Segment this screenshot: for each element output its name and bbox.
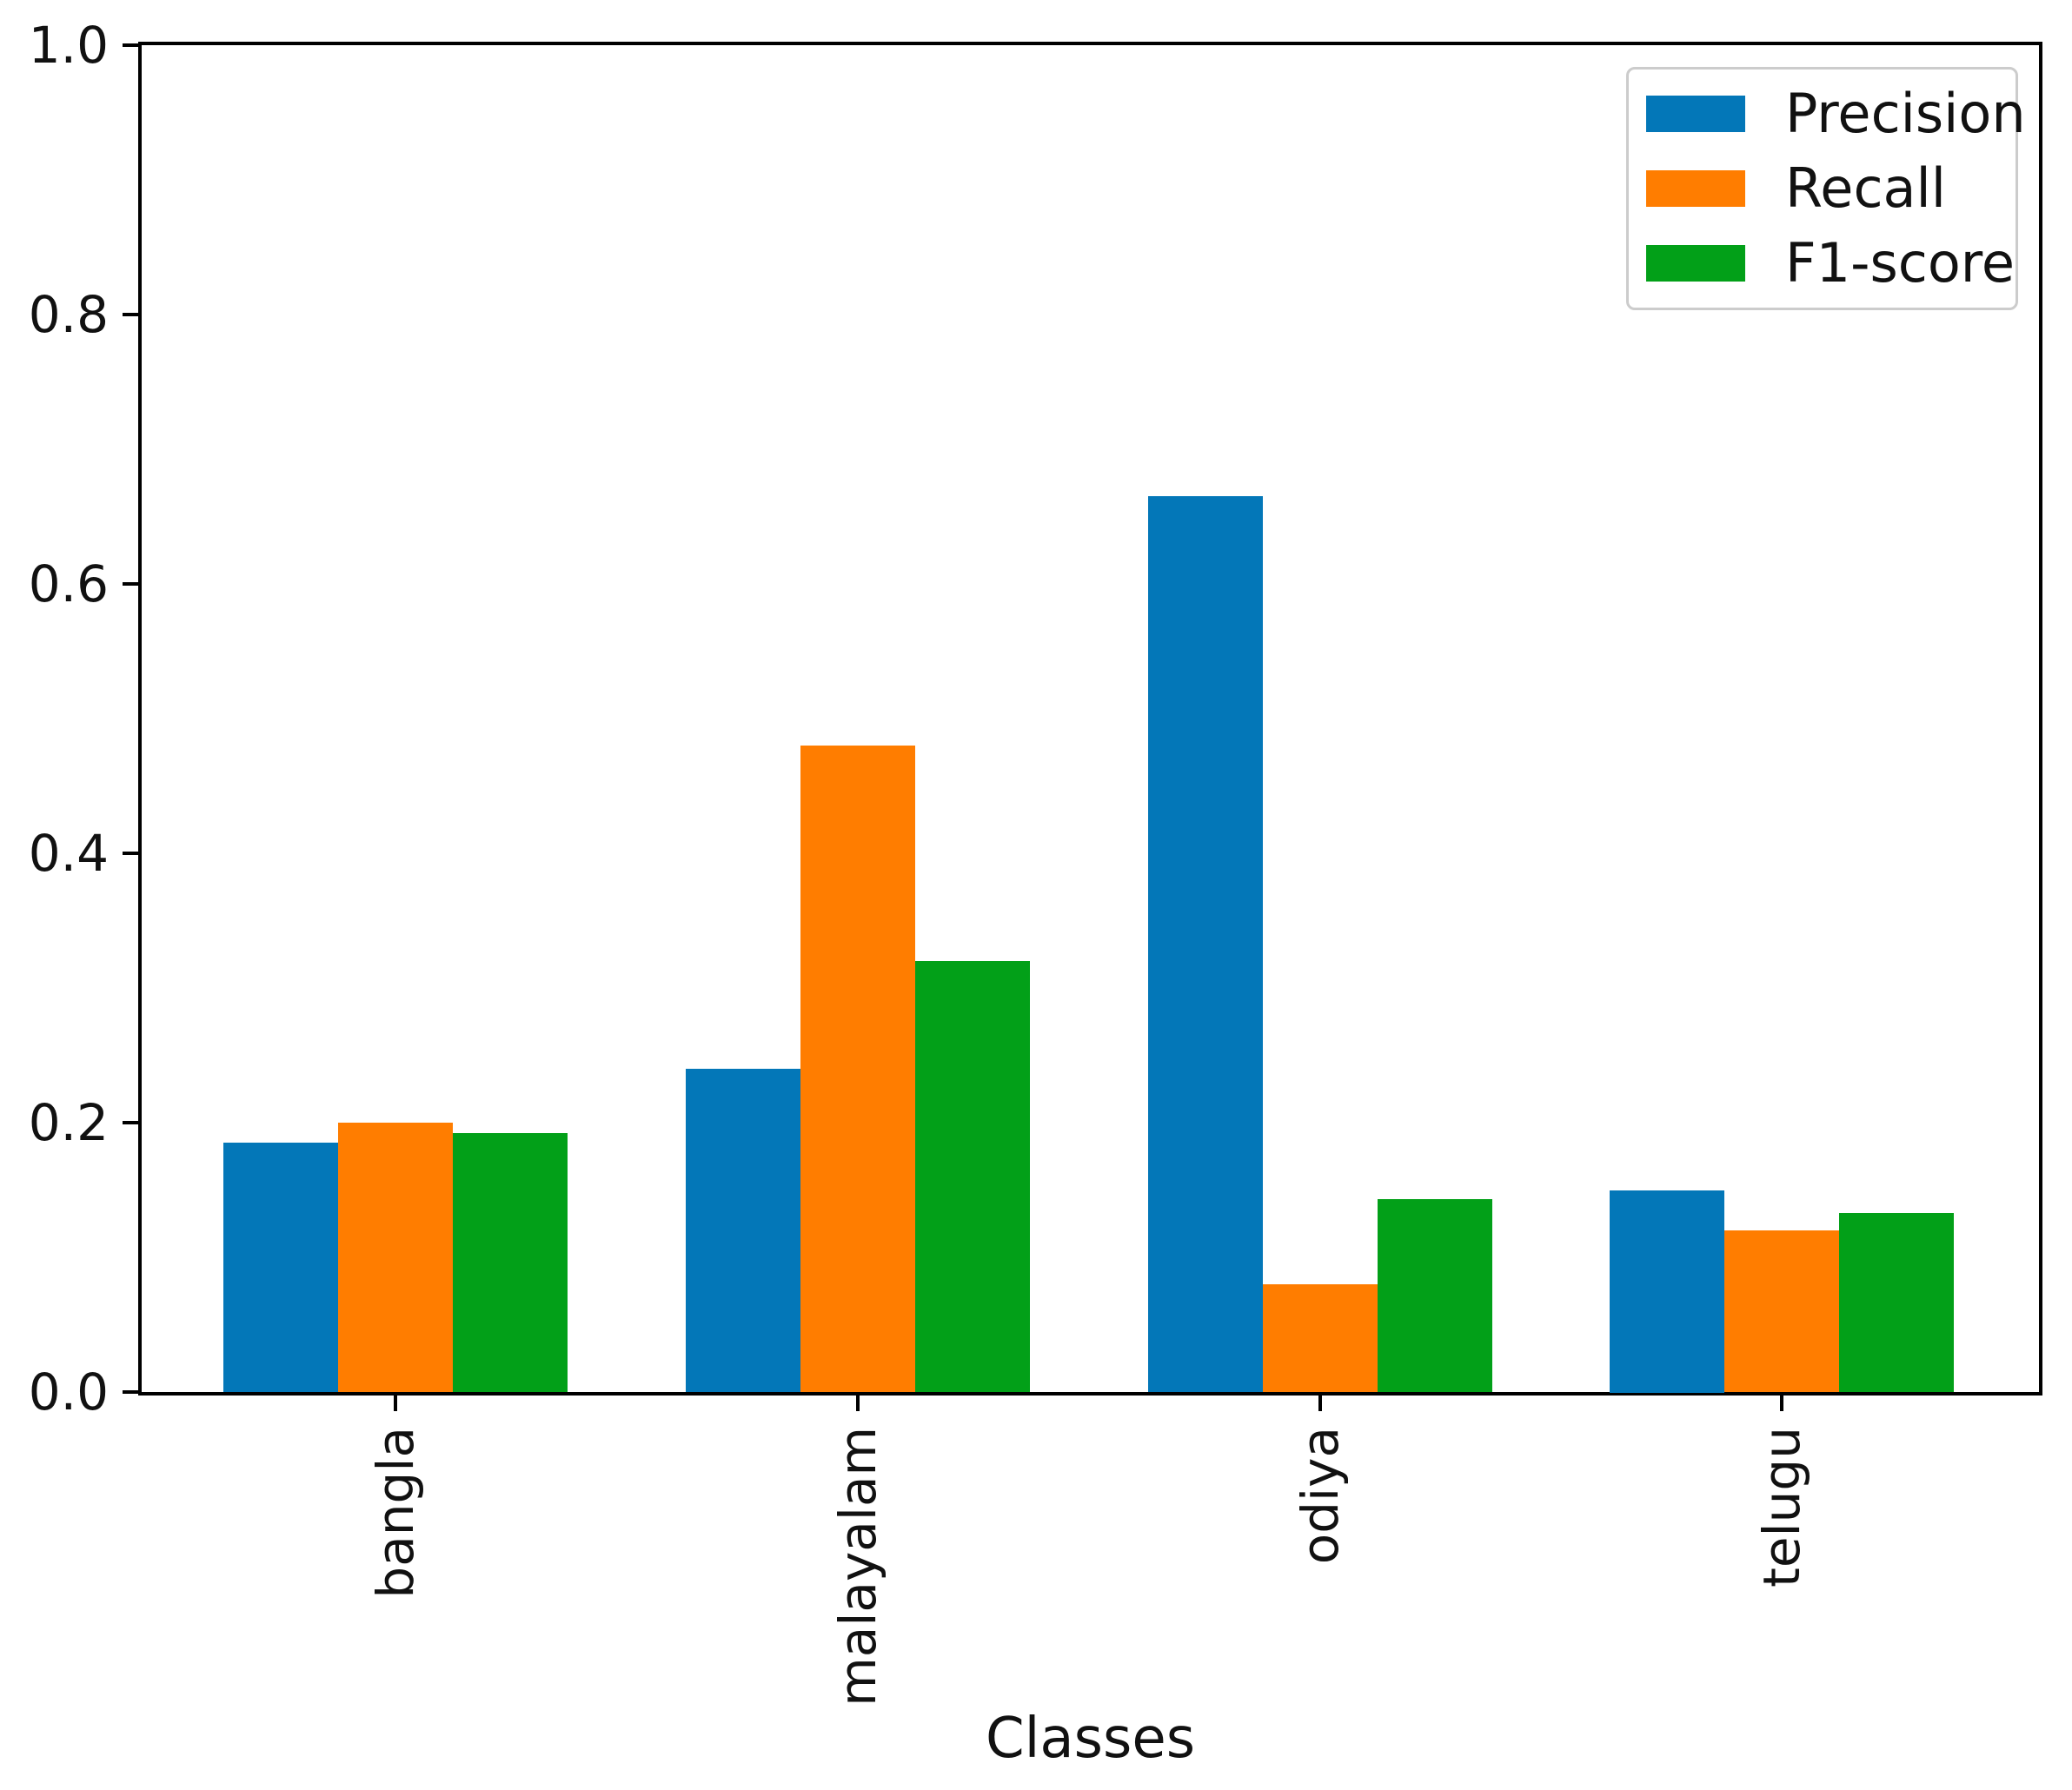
bar-telugu-precision (1610, 1190, 1724, 1393)
bar-odiya-precision (1148, 496, 1263, 1392)
y-tick-label: 1.0 (28, 16, 109, 75)
legend-label: F1-score (1785, 231, 2016, 295)
x-tick-label-malayalam: malayalam (828, 1427, 887, 1707)
legend-swatch-f1-score (1646, 245, 1745, 282)
legend-swatch-recall (1646, 170, 1745, 207)
bar-malayalam-f1-score (915, 961, 1030, 1392)
bar-malayalam-precision (686, 1069, 800, 1392)
legend: Precision Recall F1-score (1626, 67, 2026, 310)
bar-bangla-recall (338, 1123, 453, 1392)
legend-label: Precision (1785, 82, 2026, 145)
x-tick-mark (394, 1392, 397, 1411)
bar-telugu-recall (1724, 1230, 1839, 1392)
x-tick-label-telugu: telugu (1752, 1427, 1811, 1588)
y-tick-mark (123, 582, 142, 586)
y-tick-mark (123, 1121, 142, 1124)
y-tick-label: 0.0 (28, 1362, 109, 1422)
y-tick-mark (123, 43, 142, 47)
legend-entry-precision: Precision (1646, 76, 2026, 151)
y-tick-label: 0.4 (28, 824, 109, 883)
bar-bangla-f1-score (453, 1133, 568, 1392)
x-axis-title: Classes (985, 1707, 1196, 1771)
bar-malayalam-recall (800, 746, 915, 1392)
x-tick-mark (856, 1392, 860, 1411)
y-tick-label: 0.6 (28, 554, 109, 613)
bar-bangla-precision (223, 1143, 338, 1392)
legend-swatch-precision (1646, 96, 1745, 132)
x-tick-mark (1318, 1392, 1322, 1411)
legend-label: Recall (1785, 156, 1946, 220)
y-tick-mark (123, 313, 142, 316)
bar-odiya-f1-score (1378, 1199, 1492, 1392)
y-tick-label: 0.8 (28, 285, 109, 344)
y-tick-label: 0.2 (28, 1093, 109, 1152)
x-tick-label-odiya: odiya (1291, 1427, 1350, 1565)
y-tick-mark (123, 1390, 142, 1394)
legend-entry-f1-score: F1-score (1646, 226, 2016, 301)
x-tick-mark (1780, 1392, 1783, 1411)
x-tick-label-bangla: bangla (366, 1427, 425, 1599)
y-tick-mark (123, 852, 142, 855)
legend-entry-recall: Recall (1646, 151, 2016, 226)
bar-odiya-recall (1263, 1284, 1378, 1392)
plot-area: 0.0 0.2 0.4 0.6 0.8 1.0 bangla malayalam odiya t… (29, 20, 2042, 1771)
bar-telugu-f1-score (1839, 1213, 1954, 1392)
